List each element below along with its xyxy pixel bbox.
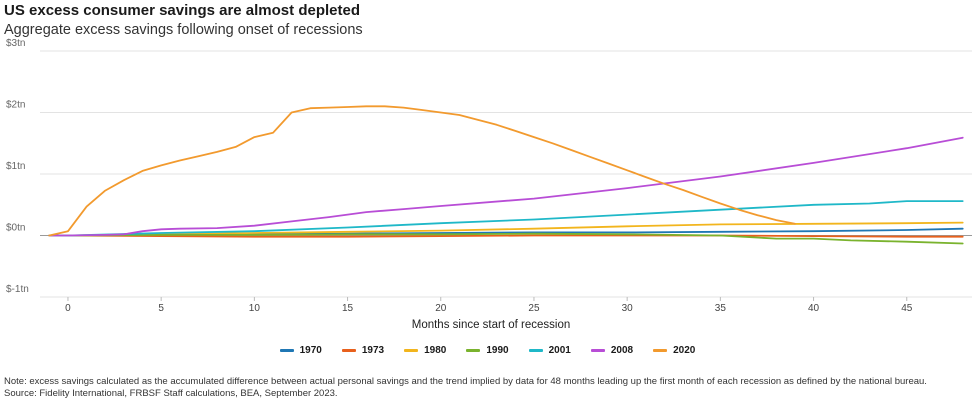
legend-swatch (404, 349, 419, 352)
x-axis-label: Months since start of recession (412, 319, 571, 331)
legend-swatch (341, 349, 356, 352)
legend-item-2001: 2001 (528, 345, 571, 356)
legend-label: 2001 (548, 345, 571, 356)
legend-label: 2020 (673, 345, 696, 356)
legend-swatch (466, 349, 481, 352)
footnote: Note: excess savings calculated as the a… (4, 376, 927, 400)
legend-label: 1980 (424, 345, 447, 356)
legend-label: 2008 (610, 345, 634, 356)
x-tick-label: 20 (435, 303, 447, 314)
y-tick-label: $-1tn (6, 284, 29, 295)
legend-item-2008: 2008 (590, 345, 634, 356)
legend: 1970 1973 1980 1990 2001 2008 2020 (0, 345, 975, 356)
x-tick-label: 5 (158, 303, 164, 314)
chart-subtitle: Aggregate excess savings following onset… (4, 22, 363, 38)
x-tick-label: 15 (342, 303, 354, 314)
series-line-2008 (48, 136, 964, 237)
legend-label: 1973 (361, 345, 385, 356)
x-tick-label: 45 (901, 303, 913, 314)
y-tick-label: $0tn (6, 223, 25, 234)
x-tick-label: 35 (715, 303, 727, 314)
y-axis-ticks: $3tn $2tn $1tn $0tn $-1tn (6, 38, 29, 295)
legend-item-1980: 1980 (404, 345, 446, 356)
legend-item-2020: 2020 (653, 345, 695, 356)
x-axis-ticks: 0 5 10 15 20 25 30 35 40 45 (65, 297, 913, 314)
legend-swatch (279, 349, 294, 352)
legend-item-1990: 1990 (466, 345, 509, 356)
y-tick-label: $1tn (6, 161, 25, 172)
x-tick-label: 30 (622, 303, 634, 314)
legend-swatch (528, 349, 543, 352)
x-tick-label: 40 (808, 303, 820, 314)
legend-swatch (590, 349, 605, 352)
x-tick-label: 25 (528, 303, 540, 314)
series-line-1973 (48, 234, 964, 238)
y-tick-label: $2tn (6, 100, 25, 111)
legend-label: 1990 (486, 345, 509, 356)
source-text: Source: Fidelity International, FRBSF St… (4, 388, 338, 399)
x-tick-label: 10 (249, 303, 261, 314)
series-line-2001 (48, 200, 964, 237)
legend-item-1973: 1973 (341, 345, 385, 356)
series-line-2020 (48, 105, 796, 237)
legend-item-1970: 1970 (279, 345, 322, 356)
y-tick-label: $3tn (6, 38, 25, 49)
legend-label: 1970 (299, 345, 322, 356)
chart-title: US excess consumer savings are almost de… (4, 2, 360, 19)
line-chart: $3tn $2tn $1tn $0tn $-1tn 0 5 10 15 20 25 30 35 40 45… (6, 38, 972, 331)
legend-swatch (653, 349, 668, 352)
series-line-1990 (48, 232, 964, 245)
series-lines (48, 105, 964, 245)
grid-lines (40, 50, 972, 298)
x-tick-label: 0 (65, 303, 71, 314)
note-text: Note: excess savings calculated as the a… (4, 376, 927, 387)
